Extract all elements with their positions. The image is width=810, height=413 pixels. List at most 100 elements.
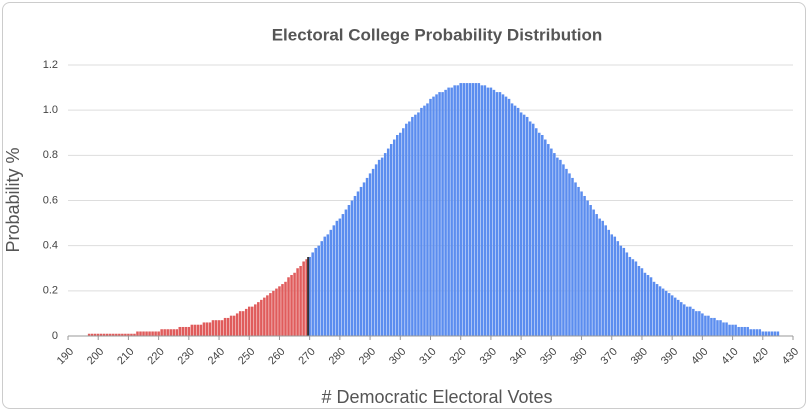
y-tick-label: 0.2 — [43, 285, 58, 297]
bar — [601, 220, 604, 336]
bar — [284, 281, 287, 336]
bar — [435, 94, 438, 336]
bar — [456, 85, 459, 336]
bar — [752, 329, 755, 336]
bar — [205, 322, 209, 336]
bar — [474, 83, 478, 336]
bar — [350, 200, 354, 336]
bar — [716, 320, 719, 336]
x-tick-label: 260 — [266, 346, 287, 367]
bar — [643, 272, 647, 336]
x-tick-label: 370 — [598, 346, 619, 367]
bar — [99, 333, 103, 336]
bar — [251, 306, 254, 336]
bar — [423, 105, 426, 337]
bar — [396, 135, 399, 336]
bar — [359, 186, 363, 336]
bar — [293, 272, 296, 336]
x-tick-label: 360 — [568, 346, 589, 367]
bar — [181, 326, 185, 336]
bar — [438, 92, 441, 336]
bar — [238, 311, 242, 336]
bar — [441, 92, 444, 336]
bar — [121, 333, 124, 336]
bar — [559, 159, 562, 336]
bar — [713, 317, 716, 336]
bar — [619, 245, 623, 336]
bar — [598, 218, 601, 336]
bar — [522, 114, 526, 336]
bar — [178, 326, 182, 336]
bar — [695, 311, 698, 336]
bar — [241, 311, 245, 336]
bar — [299, 265, 302, 336]
bar — [459, 83, 462, 336]
bar — [516, 107, 520, 337]
y-tick-label: 0 — [52, 330, 58, 342]
bar — [519, 112, 523, 336]
bar — [607, 229, 610, 336]
bar — [495, 92, 499, 336]
bar — [254, 304, 257, 336]
bar — [761, 331, 765, 336]
bar — [383, 153, 387, 336]
bar — [534, 128, 538, 336]
bar — [371, 168, 375, 336]
x-tick-label: 400 — [689, 346, 710, 367]
bar — [124, 333, 127, 336]
x-tick-label: 210 — [115, 346, 136, 367]
bar — [701, 313, 704, 336]
bar — [658, 286, 662, 336]
x-tick-label: 350 — [538, 346, 559, 367]
bar — [411, 116, 414, 336]
bar — [592, 209, 595, 336]
bar — [214, 320, 218, 336]
bar — [257, 302, 260, 336]
bar — [172, 329, 175, 336]
bar — [704, 315, 707, 336]
bar — [489, 87, 493, 336]
bar — [574, 182, 577, 336]
bar — [148, 331, 151, 336]
bar — [347, 205, 351, 336]
bar — [770, 331, 774, 336]
bar — [163, 329, 166, 336]
bar — [640, 268, 644, 336]
bar — [453, 85, 456, 336]
bar — [661, 288, 665, 336]
bar — [175, 329, 179, 336]
bar — [613, 236, 617, 336]
bar — [610, 234, 614, 336]
bar — [272, 290, 275, 336]
bar — [377, 159, 381, 336]
bar — [486, 87, 490, 336]
bar — [679, 302, 683, 336]
bar — [525, 116, 529, 336]
bar — [568, 173, 571, 336]
bar — [229, 315, 233, 336]
bar — [758, 329, 762, 336]
bar — [510, 103, 514, 337]
bar — [154, 331, 157, 336]
bar — [501, 94, 505, 336]
bar — [112, 333, 115, 336]
bar — [528, 121, 532, 336]
bar — [710, 317, 713, 336]
bar — [90, 333, 94, 336]
bar — [353, 195, 357, 336]
bar — [604, 225, 607, 336]
bar — [767, 331, 771, 336]
bar — [202, 322, 206, 336]
bar — [374, 164, 378, 336]
x-tick-label: 280 — [327, 346, 348, 367]
x-tick-label: 240 — [206, 346, 227, 367]
bar — [287, 277, 290, 336]
bar — [115, 333, 118, 336]
bar — [278, 286, 281, 336]
bar — [417, 112, 420, 336]
bar — [139, 331, 142, 336]
bar — [317, 245, 320, 336]
x-tick-label: 250 — [236, 346, 257, 367]
y-tick-label: 1.2 — [43, 59, 58, 71]
